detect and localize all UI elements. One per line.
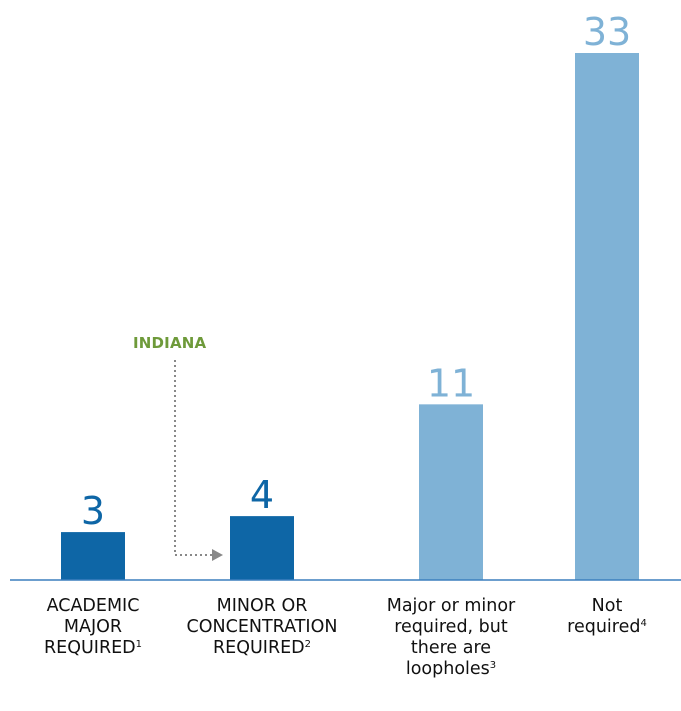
footnote-marker: 1 [135, 639, 143, 650]
bar-1 [61, 532, 125, 580]
bar-4 [575, 53, 639, 580]
footnote-marker: 2 [304, 639, 312, 650]
footnote-marker: 3 [489, 660, 497, 671]
bars-group [61, 53, 639, 580]
indiana-callout-label: INDIANA [133, 334, 207, 352]
category-label-academic-major: ACADEMIC MAJOR REQUIRED1 [43, 596, 143, 658]
indiana-arrowhead-icon [212, 549, 223, 561]
category-label-loopholes: Major or minor required, but there are l… [386, 596, 516, 679]
value-label-4: 33 [583, 10, 631, 54]
category-label-not-required: Not required4 [567, 596, 647, 637]
category-label-minor-concentration: MINOR OR CONCENTRATION REQUIRED2 [186, 596, 338, 658]
footnote-marker: 4 [640, 618, 647, 629]
value-labels-group: 3 4 11 33 [81, 10, 631, 533]
indiana-callout-arrow [174, 360, 212, 556]
bar-2 [230, 516, 294, 580]
value-label-2: 4 [250, 473, 274, 517]
value-label-3: 11 [427, 361, 475, 405]
value-label-1: 3 [81, 489, 105, 533]
bar-3 [419, 404, 483, 580]
